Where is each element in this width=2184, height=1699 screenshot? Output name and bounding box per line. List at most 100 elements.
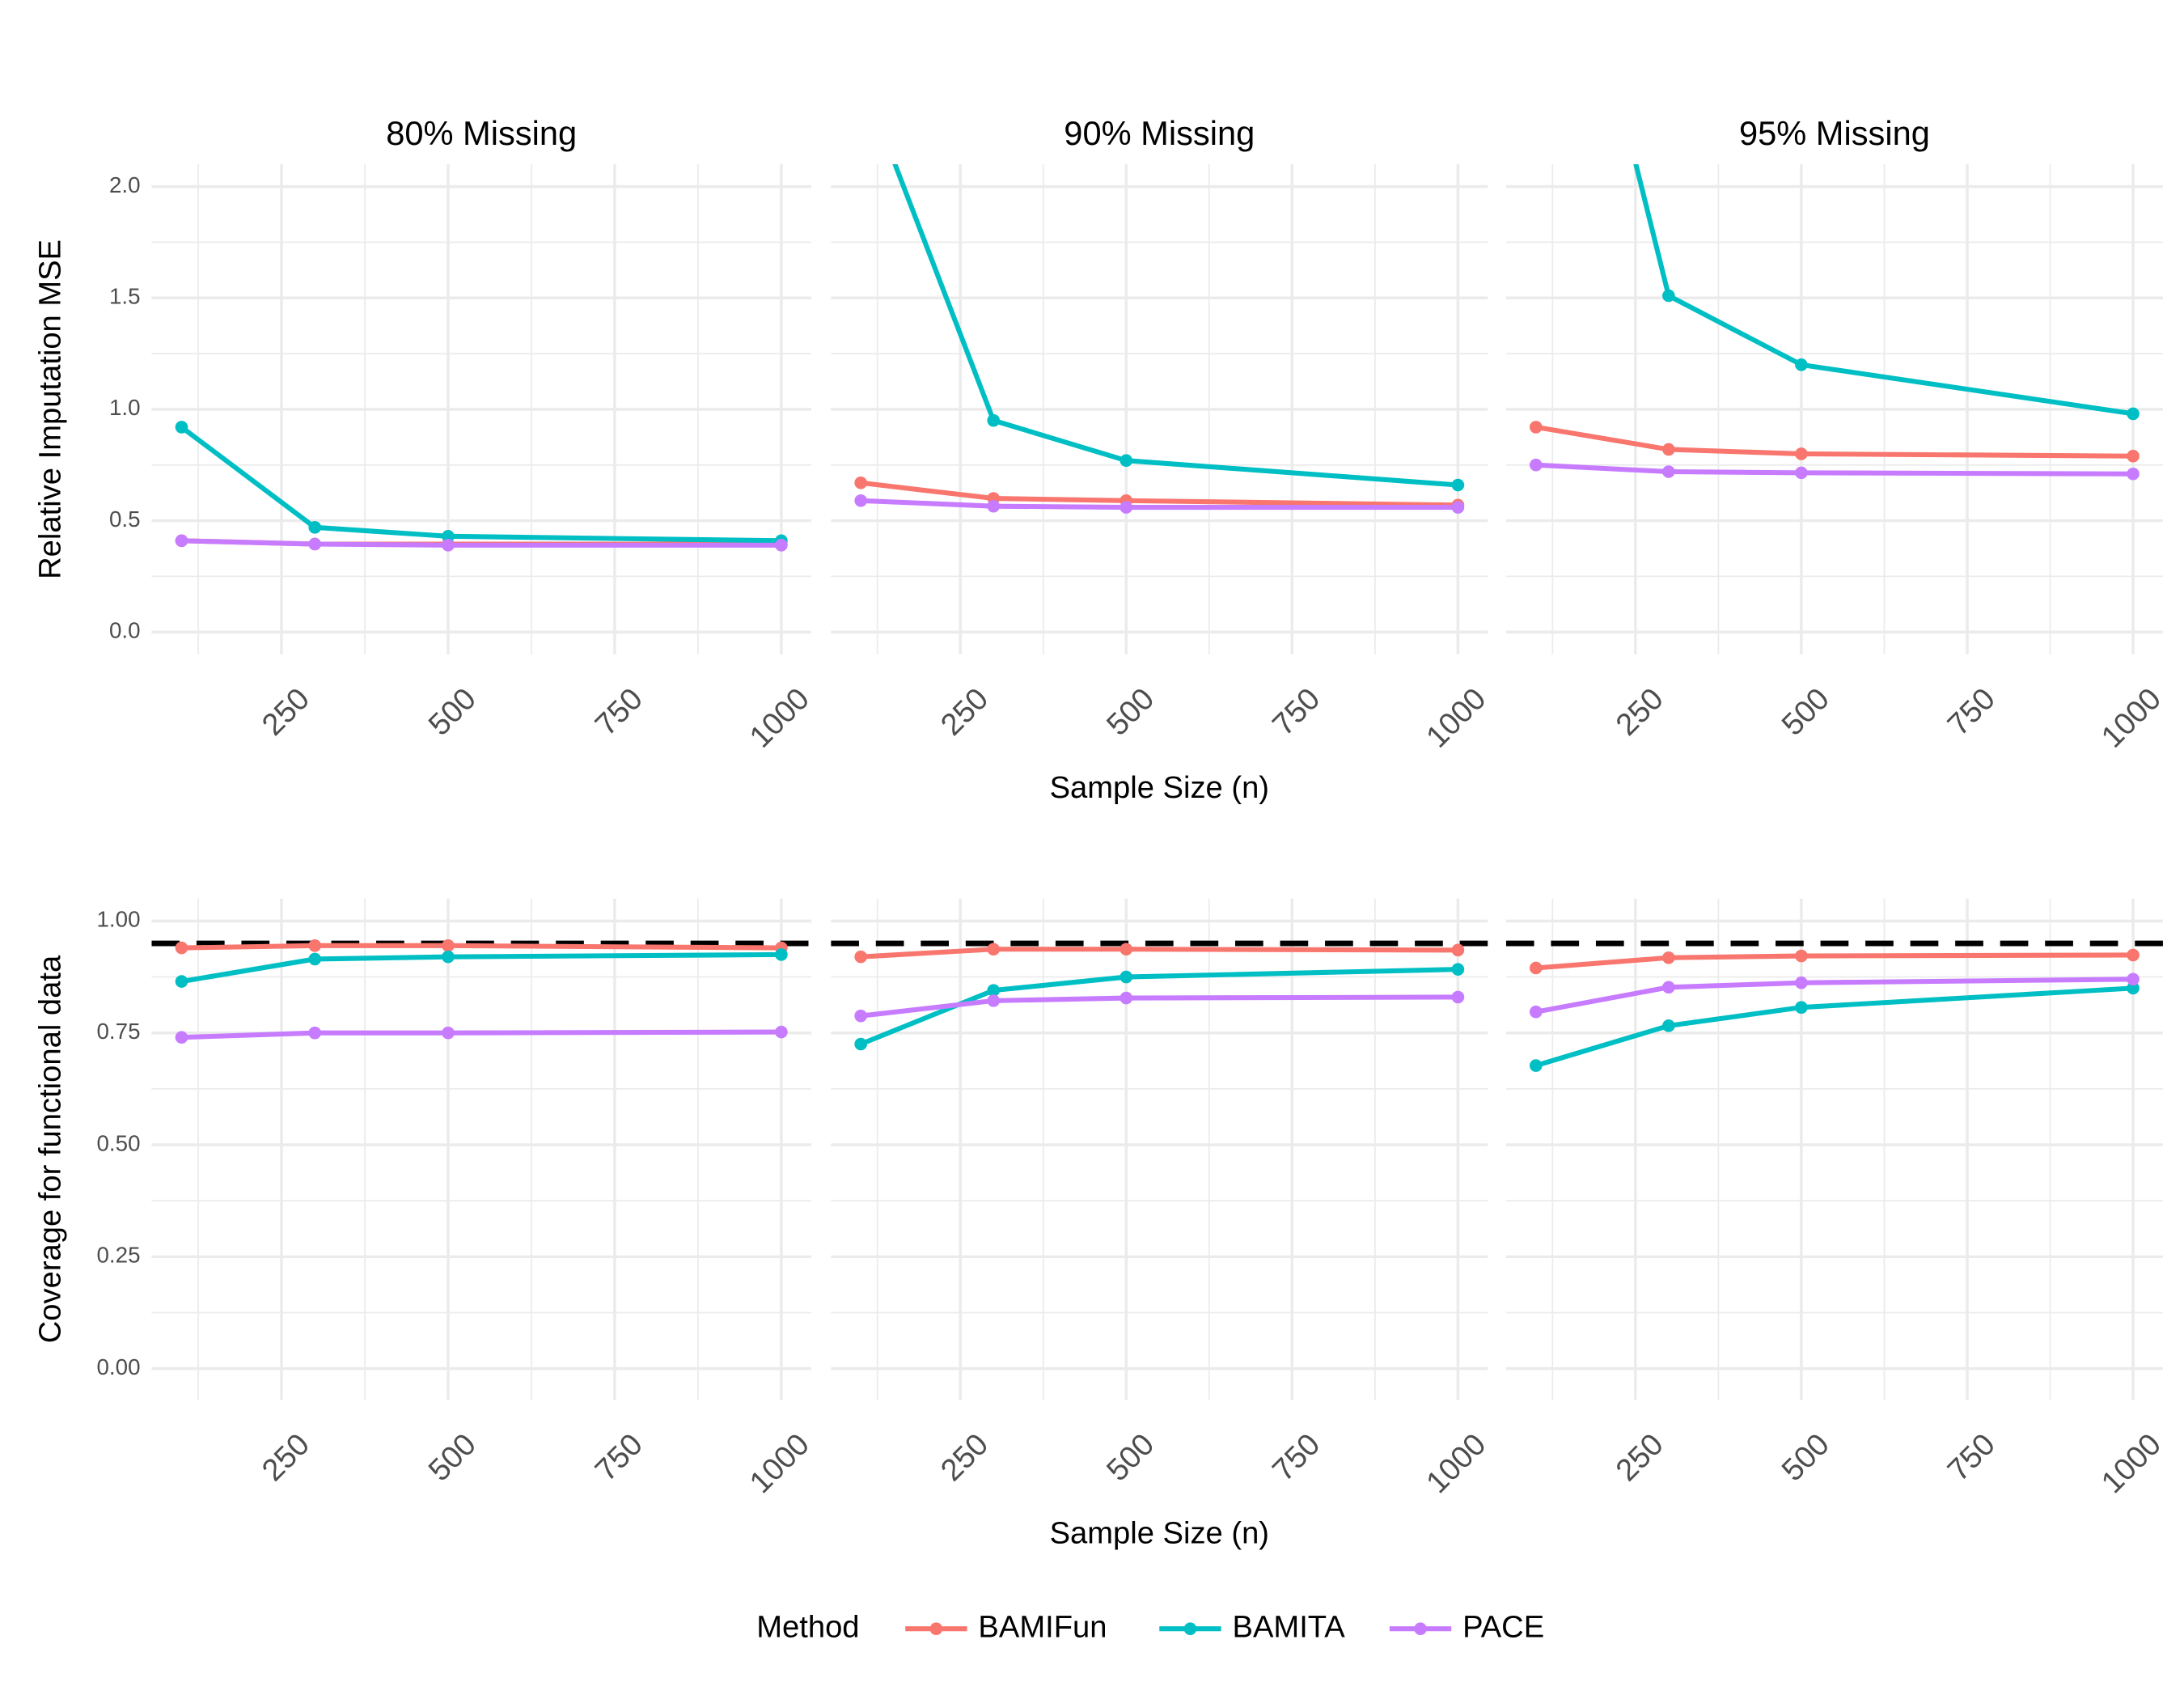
point xyxy=(1120,454,1133,468)
series-line xyxy=(1535,462,2134,477)
y-tick-label: 1.0 xyxy=(109,395,141,420)
series-line xyxy=(861,498,1458,511)
point xyxy=(2127,972,2140,986)
point xyxy=(1120,970,1133,984)
point xyxy=(854,1009,867,1023)
series-line xyxy=(860,994,1458,1019)
point xyxy=(1662,443,1675,456)
legend-title: Method xyxy=(756,1609,859,1644)
legend-label: BAMIFun xyxy=(978,1609,1107,1644)
x-tick-label: 750 xyxy=(1941,1427,2002,1488)
point xyxy=(442,539,455,552)
y-tick-label: 0.00 xyxy=(97,1354,141,1379)
point xyxy=(1795,447,1808,460)
point xyxy=(1451,943,1465,957)
point xyxy=(442,530,455,543)
point xyxy=(1662,951,1675,964)
panel xyxy=(831,940,1488,1051)
panel xyxy=(151,939,811,1044)
point xyxy=(775,948,788,961)
x-tick-label: 750 xyxy=(1266,681,1327,742)
series-line xyxy=(860,480,1458,508)
point xyxy=(1529,961,1543,975)
legend-key-point xyxy=(929,1622,943,1636)
y-axis-title: Relative Imputation MSE xyxy=(32,239,67,579)
series-line xyxy=(180,425,781,544)
point xyxy=(987,943,1001,956)
y-tick-label: 2.0 xyxy=(109,172,141,197)
point xyxy=(1451,478,1465,492)
x-tick-label: 500 xyxy=(1100,681,1161,742)
x-tick-label: 500 xyxy=(422,681,483,742)
point xyxy=(2127,467,2140,481)
x-tick-label: 250 xyxy=(934,1427,995,1488)
point xyxy=(1120,991,1133,1005)
point xyxy=(987,984,1001,997)
legend-label: BAMITA xyxy=(1233,1609,1346,1644)
point xyxy=(2127,948,2140,962)
point xyxy=(1795,976,1808,989)
point xyxy=(2127,981,2140,995)
point xyxy=(854,69,867,82)
point xyxy=(1795,1001,1808,1014)
series-line xyxy=(181,538,781,548)
point xyxy=(854,1037,867,1051)
point xyxy=(1529,421,1543,434)
point xyxy=(1529,1059,1543,1072)
point xyxy=(2127,407,2140,421)
x-tick-label: 1000 xyxy=(743,681,815,754)
point xyxy=(1451,963,1465,976)
point xyxy=(1120,943,1133,956)
point xyxy=(1795,466,1808,480)
point xyxy=(987,499,1001,513)
y-tick-label: 0.5 xyxy=(109,506,141,532)
point xyxy=(1120,501,1133,514)
series-line xyxy=(1633,164,2134,417)
y-tick-label: 1.5 xyxy=(109,284,141,309)
point xyxy=(442,950,455,964)
point xyxy=(1451,990,1465,1004)
point xyxy=(2127,449,2140,463)
x-tick-label: 500 xyxy=(1775,681,1835,742)
point xyxy=(308,939,322,952)
panel xyxy=(1529,164,2140,481)
point xyxy=(442,1026,455,1040)
x-tick-label: 250 xyxy=(256,1427,316,1488)
point xyxy=(308,952,322,966)
point xyxy=(442,939,455,952)
x-tick-label: 1000 xyxy=(1420,1427,1492,1500)
series-line xyxy=(181,1029,781,1040)
point xyxy=(1795,358,1808,371)
series-line xyxy=(892,164,1458,488)
point xyxy=(1662,981,1675,994)
x-tick-label: 750 xyxy=(1266,1427,1327,1488)
y-tick-label: 1.00 xyxy=(97,907,141,932)
series-line xyxy=(180,951,781,985)
legend-key-point xyxy=(1183,1622,1197,1636)
x-tick-label: 1000 xyxy=(2095,1427,2168,1500)
x-tick-label: 750 xyxy=(1941,681,2002,742)
x-tick-label: 250 xyxy=(1609,681,1670,742)
y-tick-label: 0.75 xyxy=(97,1019,141,1044)
x-axis-title: Sample Size (n) xyxy=(1050,1515,1269,1550)
series-line xyxy=(1534,985,2134,1068)
series-line xyxy=(1535,952,2134,971)
series-line xyxy=(860,947,1458,960)
point xyxy=(175,975,188,988)
point xyxy=(775,539,788,552)
point xyxy=(308,1026,322,1040)
x-tick-label: 750 xyxy=(588,681,649,742)
y-tick-label: 0.50 xyxy=(97,1130,141,1155)
point xyxy=(987,413,1001,427)
point xyxy=(987,994,1001,1007)
point xyxy=(308,521,322,534)
x-tick-label: 1000 xyxy=(1420,681,1492,754)
y-tick-label: 0.0 xyxy=(109,618,141,643)
point xyxy=(1662,289,1675,303)
panel xyxy=(175,421,788,552)
point xyxy=(1795,949,1808,963)
point xyxy=(1451,501,1465,514)
y-tick-label: 0.25 xyxy=(97,1243,141,1268)
point xyxy=(1529,1005,1543,1019)
facet-title: 80% Missing xyxy=(386,114,577,152)
